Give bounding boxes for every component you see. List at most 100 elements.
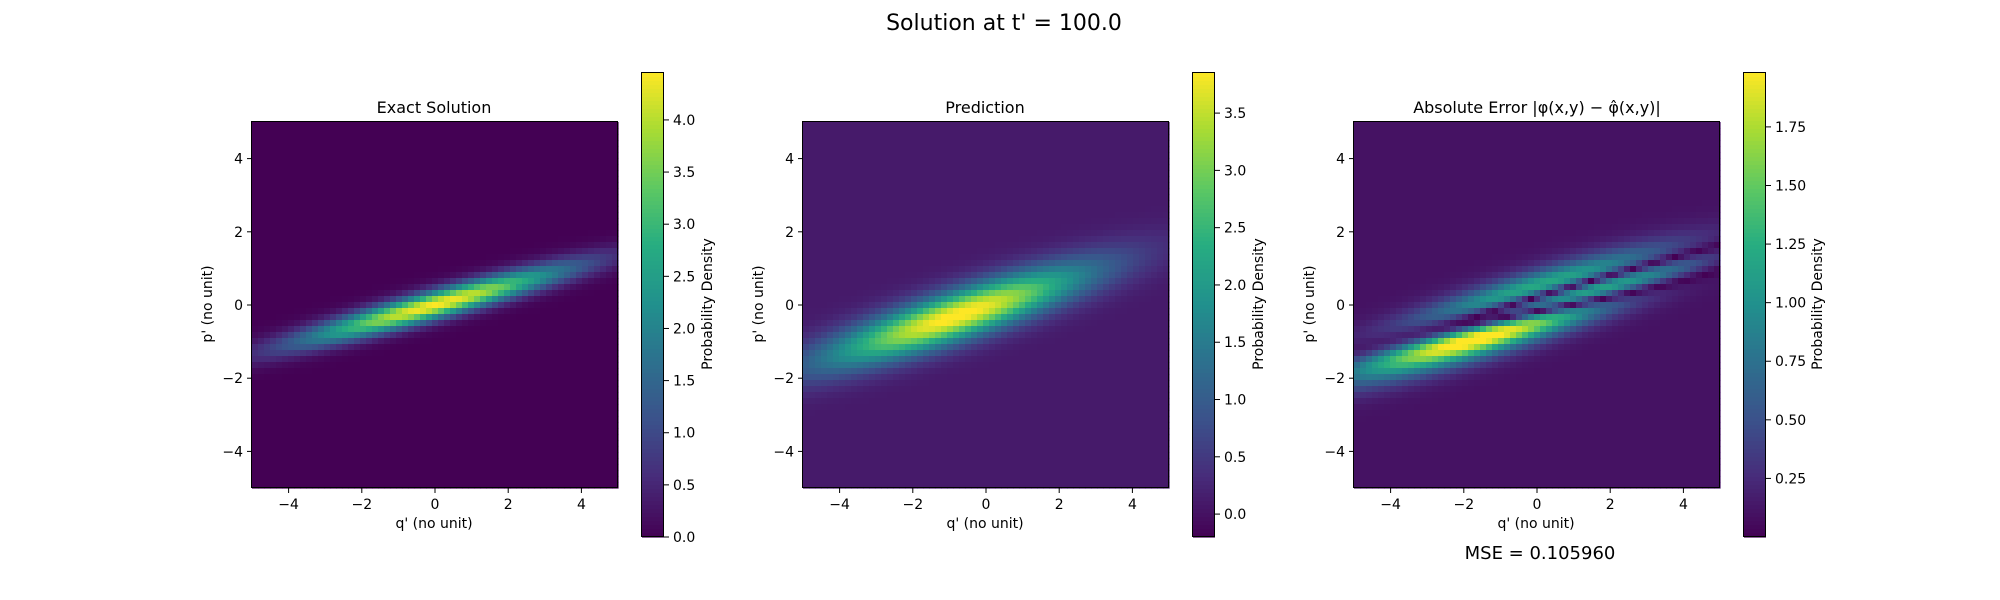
heatmap-cell [486,146,493,153]
heatmap-cell [288,314,295,321]
heatmap-cell [1151,206,1158,213]
heatmap-cell [492,206,499,213]
heatmap-cell [1067,212,1074,219]
heatmap-cell [468,278,475,285]
heatmap-cell [546,308,553,315]
heatmap-cell [438,338,445,345]
heatmap-cell [881,188,888,195]
heatmap-cell [252,422,259,429]
heatmap-cell [264,242,271,249]
heatmap-cell [408,482,415,489]
heatmap-cell [534,332,541,339]
heatmap-cell [336,236,343,243]
heatmap-cell [977,176,984,183]
heatmap-cell [516,434,523,441]
heatmap-cell [336,194,343,201]
heatmap-cell [468,236,475,243]
colorbar-segment [642,369,664,374]
heatmap-cell [1085,128,1092,135]
heatmap-cell [1115,122,1122,129]
heatmap-cell [1043,158,1050,165]
heatmap-cell [869,134,876,141]
heatmap-cell [354,440,361,447]
heatmap-cell [594,182,601,189]
heatmap-cell [432,434,439,441]
heatmap-cell [378,464,385,471]
heatmap-cell [1067,188,1074,195]
heatmap-cell [606,152,613,159]
heatmap-cell [923,164,930,171]
heatmap-cell [606,350,613,357]
heatmap-cell [396,422,403,429]
heatmap-cell [516,392,523,399]
colorbar-gradient [642,73,664,538]
heatmap-cell [528,164,535,171]
heatmap-cell [857,170,864,177]
heatmap-cell [300,170,307,177]
heatmap-cell [839,176,846,183]
heatmap-cell [1097,134,1104,141]
y-tick-label: 0 [234,298,243,314]
heatmap-cell [264,272,271,279]
heatmap-cell [468,134,475,141]
heatmap-cell [318,416,325,423]
heatmap-cell [456,224,463,231]
heatmap-cell [1079,206,1086,213]
heatmap-cell [324,308,331,315]
heatmap-cell [941,188,948,195]
heatmap-cell [480,314,487,321]
heatmap-cell [414,380,421,387]
heatmap-cell [612,380,619,387]
heatmap-cell [336,320,343,327]
heatmap-cell [1013,122,1020,129]
heatmap-cell [558,242,565,249]
heatmap-cell [348,416,355,423]
heatmap-cell [947,152,954,159]
heatmap-cell [360,218,367,225]
heatmap-cell [612,338,619,345]
heatmap-cell [594,308,601,315]
heatmap-cell [522,218,529,225]
heatmap-cell [450,200,457,207]
heatmap-cell [612,434,619,441]
heatmap-cell [1157,128,1164,135]
heatmap-cell [875,218,882,225]
heatmap-cell [1121,152,1128,159]
heatmap-cell [965,134,972,141]
heatmap-cell [264,320,271,327]
heatmap-cell [288,422,295,429]
heatmap-cell [546,482,553,489]
heatmap-cell [522,200,529,207]
heatmap-cell [366,158,373,165]
heatmap-cell [552,458,559,465]
heatmap-cell [402,338,409,345]
heatmap-cell [516,164,523,171]
heatmap-cell [935,128,942,135]
colorbar-segment [642,85,664,90]
heatmap-cell [468,362,475,369]
heatmap-cell [300,482,307,489]
heatmap-cell [294,158,301,165]
heatmap-cell [600,452,607,459]
heatmap-cell [558,170,565,177]
heatmap-cell [414,158,421,165]
heatmap-cell [995,128,1002,135]
heatmap-cell [492,266,499,273]
heatmap-cell [947,134,954,141]
heatmap-cell [492,146,499,153]
heatmap-cell [522,302,529,309]
heatmap-cell [857,140,864,147]
heatmap-cell [330,194,337,201]
heatmap-cell [480,374,487,381]
heatmap-cell [420,404,427,411]
heatmap-cell [324,338,331,345]
heatmap-cell [432,428,439,435]
heatmap-cell [288,158,295,165]
heatmap-cell [492,362,499,369]
heatmap-cell [378,224,385,231]
heatmap-cell [486,314,493,321]
heatmap-cell [480,332,487,339]
heatmap-cell [252,398,259,405]
heatmap-cell [1127,212,1134,219]
heatmap-cell [330,314,337,321]
